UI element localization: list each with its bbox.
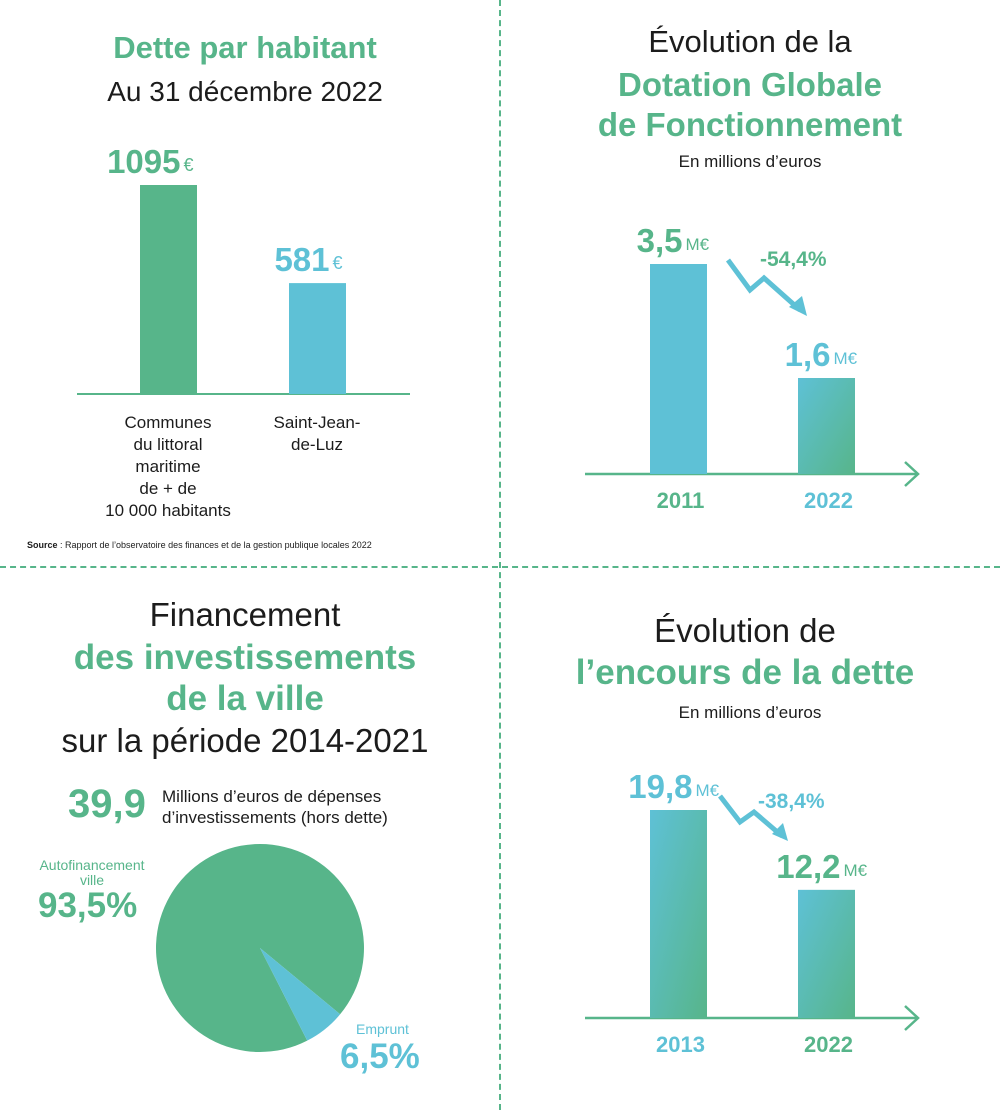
debt-evo-trend-arrow [718, 794, 784, 838]
category-label-2022-debt: 2022 [804, 1032, 853, 1057]
value-label-2011: 3,5 [637, 222, 683, 259]
category-line: Saint-Jean- [273, 413, 361, 432]
debt-evo-change-label: -38,4% [758, 790, 825, 813]
dgf-title-line3: de Fonctionnement [597, 106, 903, 143]
category-label-2011: 2011 [657, 488, 705, 513]
dgf-change-label: -54,4% [760, 248, 827, 271]
bar-2022 [798, 378, 855, 474]
category-label-2022: 2022 [804, 488, 853, 513]
dgf-subtitle: En millions d’euros [678, 152, 822, 171]
category-line: de + de [139, 479, 197, 498]
dgf-trend-arrowhead [789, 296, 807, 316]
category-line: 10 000 habitants [105, 501, 231, 520]
inv-title-line2: des investissements [73, 638, 417, 677]
bar-2022-debt [798, 889, 855, 1018]
inv-title-line1: Financement [149, 596, 341, 633]
category-label-saint-jean-de-luz: Saint-Jean- de-Luz [252, 412, 382, 456]
debt-subtitle: Au 31 décembre 2022 [107, 76, 383, 107]
inv-title-line4: sur la période 2014-2021 [61, 722, 429, 759]
dgf-trend-arrow [725, 258, 802, 312]
pie-slice-autofinancement [155, 844, 364, 1053]
category-label-2013: 2013 [656, 1032, 705, 1057]
bar-2013 [650, 810, 707, 1018]
value-label-2013: 19,8 [628, 768, 692, 805]
bar-2011 [650, 264, 707, 474]
category-line: maritime [135, 457, 201, 476]
bar-saint-jean-de-luz [289, 283, 346, 394]
dgf-axis-arrow [904, 461, 920, 487]
category-line: Communes [124, 413, 212, 432]
value-label-communes: 1095 [107, 143, 180, 180]
unit-label-2013: M€ [696, 781, 720, 800]
horizontal-divider [0, 566, 1000, 568]
value-label-2022-debt: 12,2 [776, 848, 840, 885]
slice-label-line: Autofinancement [39, 857, 145, 873]
inv-pie-chart [155, 844, 364, 1053]
bar-communes [140, 185, 197, 394]
vertical-divider [499, 0, 501, 1110]
debt-evo-subtitle: En millions d’euros [678, 703, 822, 722]
category-label-communes: Communes du littoral maritime de + de 10… [98, 412, 238, 522]
unit-label-2022: M€ [834, 349, 858, 368]
pie-slice-emprunt [260, 948, 341, 1041]
inv-title-line3: de la ville [166, 679, 324, 718]
category-line: de-Luz [291, 435, 343, 454]
slice-value-emprunt: 6,5% [340, 1037, 420, 1076]
slice-label-line: ville [79, 872, 105, 888]
unit-label-saint-jean-de-luz: € [333, 253, 343, 273]
debt-chart: 1095 € 581 € [77, 143, 410, 395]
debt-evo-chart: 19,8 M€ 12,2 M€ -38,4% 2013 2022 [585, 768, 920, 1057]
slice-label-emprunt: Emprunt [356, 1021, 409, 1037]
slice-value-autofinancement: 93,5% [38, 886, 138, 925]
slice-label-autofinancement: Autofinancement ville [22, 858, 162, 888]
inv-total-value: 39,9 [68, 782, 146, 826]
debt-evo-title-line1: Évolution de [654, 612, 836, 649]
debt-evo-trend-arrowhead [772, 823, 788, 841]
source-label: Source [27, 540, 58, 550]
debt-evo-title-line2: l’encours de la dette [575, 653, 915, 692]
debt-title: Dette par habitant [113, 30, 377, 65]
value-label-saint-jean-de-luz: 581 [274, 241, 329, 278]
source-note: Source : Rapport de l’observatoire des f… [27, 540, 372, 550]
inv-total-description: Millions d’euros de dépenses d’investiss… [162, 786, 388, 828]
category-line: du littoral [133, 435, 203, 454]
value-label-2022: 1,6 [785, 336, 831, 373]
unit-label-2011: M€ [686, 235, 710, 254]
debt-evo-axis-arrow [904, 1005, 920, 1031]
inv-total-line: Millions d’euros de dépenses [162, 787, 382, 806]
source-text: : Rapport de l’observatoire des finances… [57, 540, 372, 550]
unit-label-2022-debt: M€ [844, 861, 868, 880]
dgf-chart: 3,5 M€ 1,6 M€ -54,4% 2011 2022 [585, 222, 920, 513]
unit-label-communes: € [184, 155, 194, 175]
inv-total-line: d’investissements (hors dette) [162, 808, 388, 827]
dgf-title-line2: Dotation Globale [618, 66, 882, 103]
dgf-title-line1: Évolution de la [648, 24, 852, 59]
